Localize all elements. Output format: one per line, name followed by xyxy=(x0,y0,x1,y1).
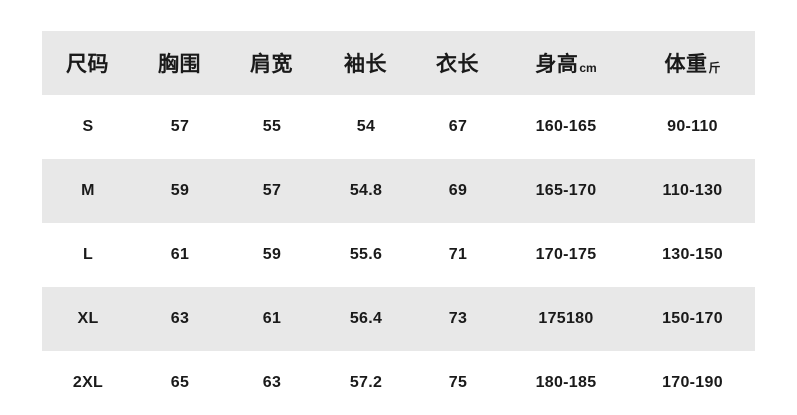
column-header-garment-length: 衣长 xyxy=(414,31,502,95)
cell-height: 180-185 xyxy=(502,351,630,415)
cell-height: 170-175 xyxy=(502,223,630,287)
cell-weight: 130-150 xyxy=(630,223,755,287)
cell-chest: 57 xyxy=(134,95,226,159)
column-header-shoulder: 肩宽 xyxy=(226,31,318,95)
cell-chest: 65 xyxy=(134,351,226,415)
table-row: 2XL 65 63 57.2 75 180-185 170-190 xyxy=(42,351,755,415)
cell-height: 175180 xyxy=(502,287,630,351)
column-header-height-label: 身高 xyxy=(535,53,579,76)
cell-chest: 63 xyxy=(134,287,226,351)
cell-shoulder: 59 xyxy=(226,223,318,287)
column-header-weight-unit: 斤 xyxy=(708,61,721,75)
column-header-sleeve-label: 袖长 xyxy=(344,53,387,76)
cell-sleeve: 55.6 xyxy=(318,223,414,287)
column-header-height-unit: cm xyxy=(579,61,597,75)
cell-garment-length: 73 xyxy=(414,287,502,351)
cell-sleeve: 57.2 xyxy=(318,351,414,415)
cell-shoulder: 61 xyxy=(226,287,318,351)
cell-garment-length: 67 xyxy=(414,95,502,159)
cell-size: M xyxy=(42,159,134,223)
cell-shoulder: 55 xyxy=(226,95,318,159)
column-header-chest-label: 胸围 xyxy=(158,53,201,76)
table-row: S 57 55 54 67 160-165 90-110 xyxy=(42,95,755,159)
column-header-size-label: 尺码 xyxy=(66,53,109,76)
size-chart-table: 尺码 胸围 肩宽 袖长 衣长 身高cm 体重斤 S 57 55 54 67 16… xyxy=(42,31,755,415)
cell-garment-length: 75 xyxy=(414,351,502,415)
cell-size: S xyxy=(42,95,134,159)
size-chart-container: 尺码 胸围 肩宽 袖长 衣长 身高cm 体重斤 S 57 55 54 67 16… xyxy=(42,31,755,415)
column-header-chest: 胸围 xyxy=(134,31,226,95)
cell-chest: 59 xyxy=(134,159,226,223)
cell-garment-length: 69 xyxy=(414,159,502,223)
cell-size: XL xyxy=(42,287,134,351)
table-row: M 59 57 54.8 69 165-170 110-130 xyxy=(42,159,755,223)
cell-size: L xyxy=(42,223,134,287)
cell-sleeve: 56.4 xyxy=(318,287,414,351)
cell-weight: 90-110 xyxy=(630,95,755,159)
cell-height: 160-165 xyxy=(502,95,630,159)
column-header-weight: 体重斤 xyxy=(630,31,755,95)
table-header-row: 尺码 胸围 肩宽 袖长 衣长 身高cm 体重斤 xyxy=(42,31,755,95)
cell-weight: 150-170 xyxy=(630,287,755,351)
cell-height: 165-170 xyxy=(502,159,630,223)
column-header-height: 身高cm xyxy=(502,31,630,95)
cell-shoulder: 63 xyxy=(226,351,318,415)
cell-chest: 61 xyxy=(134,223,226,287)
cell-weight: 110-130 xyxy=(630,159,755,223)
cell-garment-length: 71 xyxy=(414,223,502,287)
cell-sleeve: 54 xyxy=(318,95,414,159)
column-header-garment-length-label: 衣长 xyxy=(436,53,479,76)
column-header-sleeve: 袖长 xyxy=(318,31,414,95)
table-row: L 61 59 55.6 71 170-175 130-150 xyxy=(42,223,755,287)
column-header-shoulder-label: 肩宽 xyxy=(250,53,293,76)
table-row: XL 63 61 56.4 73 175180 150-170 xyxy=(42,287,755,351)
cell-weight: 170-190 xyxy=(630,351,755,415)
cell-shoulder: 57 xyxy=(226,159,318,223)
column-header-size: 尺码 xyxy=(42,31,134,95)
cell-sleeve: 54.8 xyxy=(318,159,414,223)
column-header-weight-label: 体重 xyxy=(664,53,708,76)
cell-size: 2XL xyxy=(42,351,134,415)
